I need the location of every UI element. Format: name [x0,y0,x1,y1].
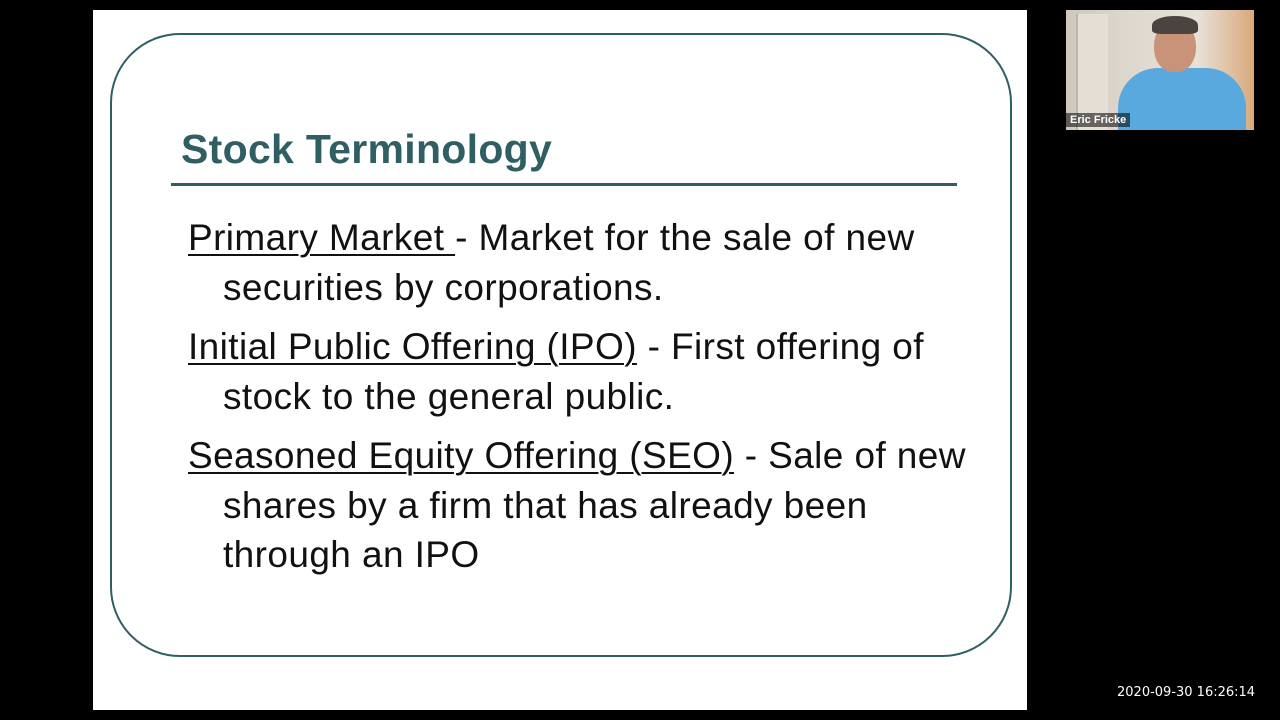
term: Seasoned Equity Offering (SEO) [188,435,735,476]
term: Primary Market [188,217,456,258]
definition: - First offering of stock to the general… [223,326,924,417]
timestamp: 2020-09-30 16:26:14 [1117,685,1256,700]
definition: - Sale of new shares by a firm that has … [223,435,966,575]
slide-border [110,33,1012,657]
background-door [1076,14,1108,130]
slide-body: Primary Market - Market for the sale of … [188,213,988,590]
list-item: Initial Public Offering (IPO) - First of… [188,322,988,421]
list-item: Seasoned Equity Offering (SEO) - Sale of… [188,431,988,580]
definition: - Market for the sale of new securities … [223,217,915,308]
slide-title: Stock Terminology [181,126,553,172]
participant-body [1118,68,1246,130]
participant-hair [1152,16,1198,34]
participant-name: Eric Fricke [1066,113,1131,127]
term: Initial Public Offering (IPO) [188,326,637,367]
shared-slide: Stock Terminology Primary Market - Marke… [93,10,1027,710]
list-item: Primary Market - Market for the sale of … [188,213,988,312]
participant-video[interactable]: Eric Fricke [1066,10,1254,130]
title-divider [171,183,957,186]
